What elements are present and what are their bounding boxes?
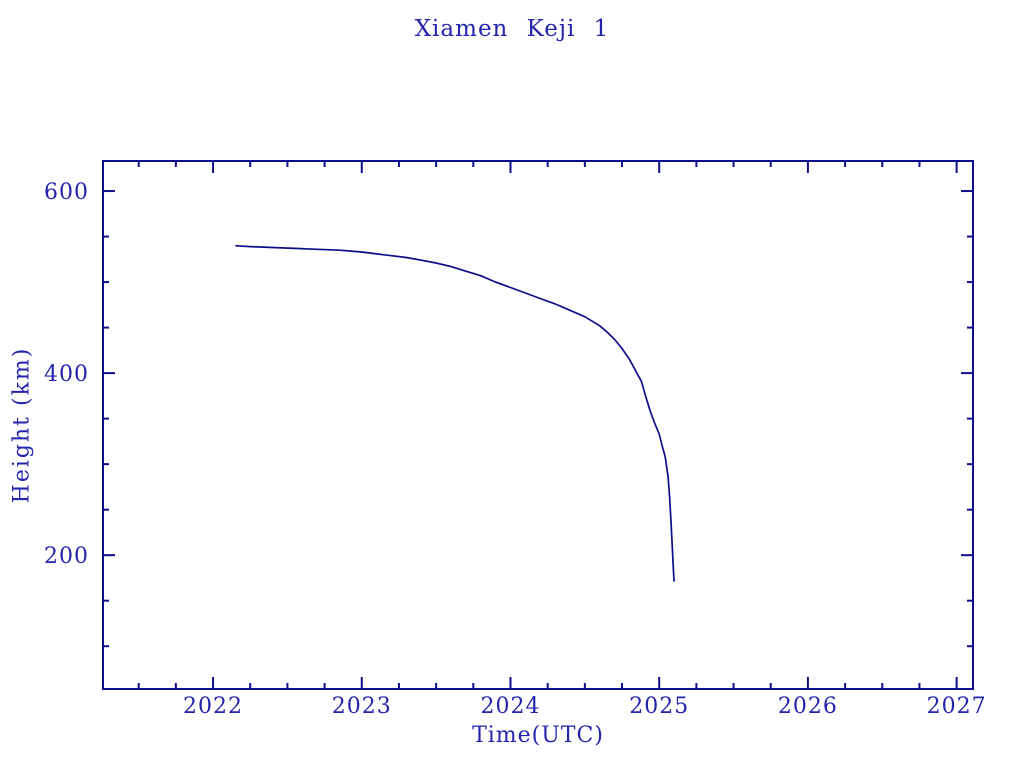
chart-title: Xiamen Keji 1	[414, 16, 610, 42]
x-axis-title: Time(UTC)	[472, 723, 604, 748]
plot-frame	[102, 160, 974, 690]
y-tick-label: 600	[44, 180, 89, 205]
height-decay-curve	[235, 244, 675, 582]
x-tick-label: 2023	[332, 694, 392, 719]
x-tick-label: 2024	[480, 694, 540, 719]
y-tick-label: 200	[44, 544, 89, 569]
x-tick-label: 2026	[778, 694, 838, 719]
y-tick-label: 400	[44, 362, 89, 387]
x-tick-label: 2027	[927, 694, 987, 719]
x-tick-label: 2022	[183, 694, 243, 719]
x-tick-label: 2025	[629, 694, 689, 719]
